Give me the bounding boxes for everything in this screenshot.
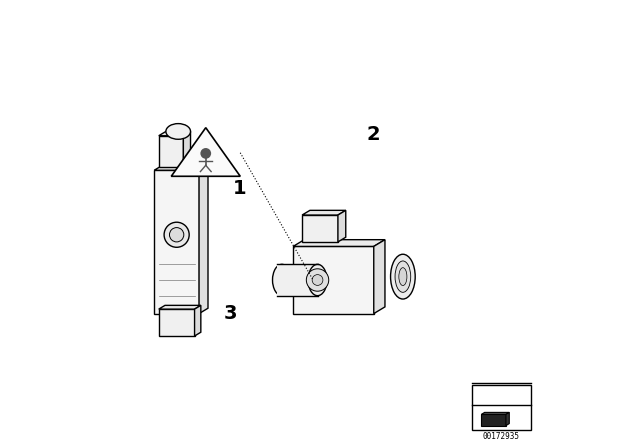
Polygon shape bbox=[159, 131, 191, 136]
Polygon shape bbox=[506, 412, 509, 426]
Polygon shape bbox=[159, 136, 184, 167]
Text: 1: 1 bbox=[232, 179, 246, 198]
Ellipse shape bbox=[166, 124, 191, 139]
Text: 2: 2 bbox=[367, 125, 381, 144]
Polygon shape bbox=[293, 246, 374, 314]
Ellipse shape bbox=[273, 264, 291, 296]
Polygon shape bbox=[172, 128, 240, 177]
Polygon shape bbox=[159, 309, 195, 336]
Bar bbox=[277, 264, 317, 296]
Polygon shape bbox=[195, 306, 201, 336]
Ellipse shape bbox=[308, 264, 327, 296]
Circle shape bbox=[307, 269, 329, 291]
Circle shape bbox=[164, 222, 189, 247]
Text: 3: 3 bbox=[223, 304, 237, 323]
Ellipse shape bbox=[390, 254, 415, 299]
Ellipse shape bbox=[399, 267, 407, 286]
Polygon shape bbox=[481, 412, 509, 414]
Ellipse shape bbox=[395, 261, 411, 293]
Polygon shape bbox=[154, 170, 199, 314]
Bar bbox=[472, 385, 531, 430]
Circle shape bbox=[312, 275, 323, 285]
Polygon shape bbox=[199, 165, 208, 314]
Circle shape bbox=[200, 148, 211, 159]
Polygon shape bbox=[481, 414, 506, 426]
Polygon shape bbox=[184, 131, 191, 167]
Polygon shape bbox=[154, 165, 208, 170]
Polygon shape bbox=[338, 211, 346, 242]
Circle shape bbox=[170, 228, 184, 242]
Polygon shape bbox=[159, 306, 201, 309]
Text: 00172935: 00172935 bbox=[483, 432, 520, 441]
Polygon shape bbox=[302, 215, 338, 242]
Polygon shape bbox=[374, 240, 385, 314]
Polygon shape bbox=[302, 211, 346, 215]
Polygon shape bbox=[293, 240, 385, 246]
